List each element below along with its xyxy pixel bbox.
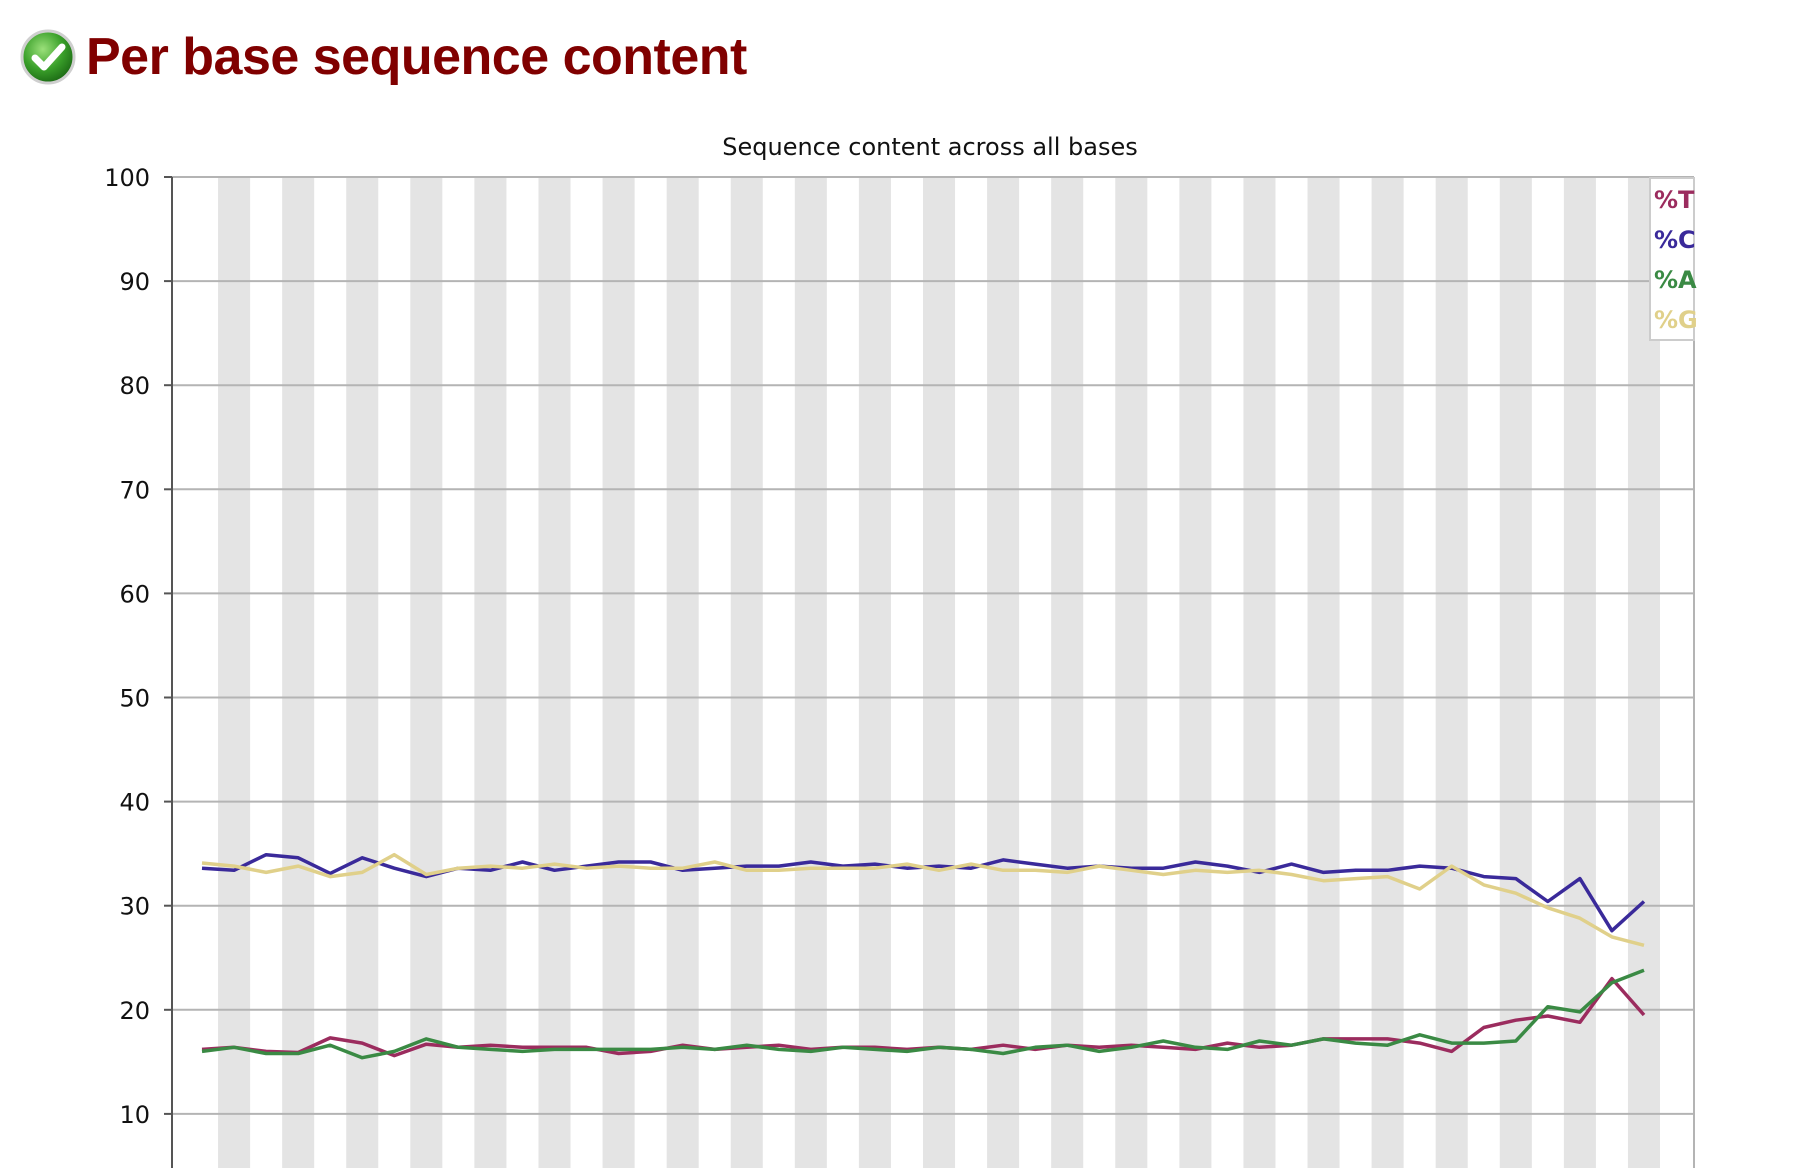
- x-band: [1051, 177, 1084, 1168]
- series-line-pct-a: [201, 968, 1645, 1060]
- x-band: [794, 177, 827, 1168]
- check-circle-icon: [20, 29, 76, 85]
- gridlines: [172, 176, 1694, 1115]
- x-band: [1179, 177, 1212, 1168]
- x-band: [1435, 177, 1468, 1168]
- x-band: [923, 177, 956, 1168]
- x-band: [218, 177, 251, 1168]
- legend-label: %A: [1654, 266, 1697, 294]
- x-band: [987, 177, 1020, 1168]
- x-band: [730, 177, 763, 1168]
- y-tick-label: 60: [119, 580, 150, 608]
- y-tick-label: 70: [119, 476, 150, 504]
- axes: [164, 176, 1695, 1168]
- series-line-pct-g: [201, 852, 1645, 947]
- x-band: [474, 177, 507, 1168]
- x-band: [1115, 177, 1148, 1168]
- section-header: Per base sequence content: [18, 22, 747, 92]
- y-tick-labels: 10 20 30 40 50 60 70 80 90 100: [104, 164, 150, 1129]
- y-tick-label: 20: [119, 997, 150, 1025]
- page-title: Per base sequence content: [86, 28, 747, 86]
- x-band: [858, 177, 891, 1168]
- y-tick-label: 80: [119, 372, 150, 400]
- x-band: [346, 177, 379, 1168]
- x-band: [1243, 177, 1276, 1168]
- y-tick-label: 50: [119, 685, 150, 713]
- x-band: [1499, 177, 1532, 1168]
- y-tick-label: 30: [119, 893, 150, 921]
- x-band: [410, 177, 443, 1168]
- legend-label: %G: [1654, 306, 1698, 334]
- y-tick-label: 90: [119, 268, 150, 296]
- y-tick-label: 100: [104, 164, 150, 192]
- x-band: [1307, 177, 1340, 1168]
- alternating-bands: [218, 177, 1660, 1168]
- legend-label: %T: [1654, 186, 1695, 214]
- legend: %T %C %A %G: [1649, 177, 1698, 341]
- x-band: [1371, 177, 1404, 1168]
- y-tick-label: 10: [119, 1101, 150, 1129]
- x-band: [602, 177, 635, 1168]
- x-band: [538, 177, 571, 1168]
- legend-label: %C: [1654, 226, 1696, 254]
- x-band: [282, 177, 315, 1168]
- y-tick-label: 40: [119, 789, 150, 817]
- x-band: [666, 177, 699, 1168]
- series-lines: [201, 852, 1646, 1060]
- legend-box: [1649, 177, 1695, 341]
- chart-title: Sequence content across all bases: [722, 133, 1137, 161]
